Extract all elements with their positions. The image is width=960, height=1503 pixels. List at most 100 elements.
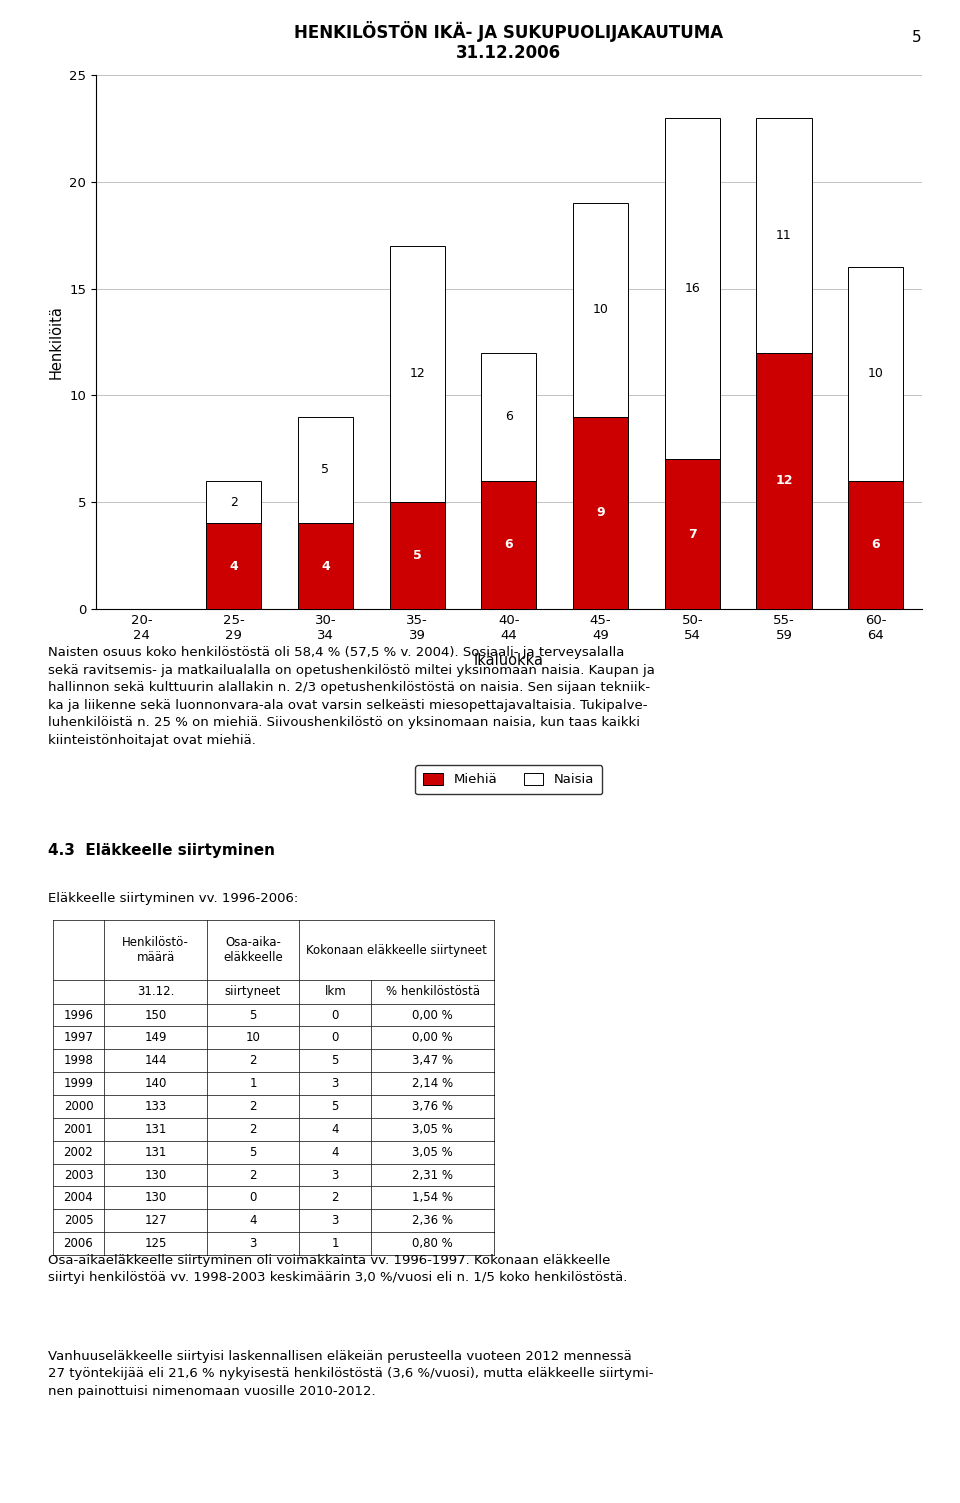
Text: 3: 3: [331, 1168, 339, 1181]
Bar: [756, 117, 811, 353]
Text: 3: 3: [331, 1214, 339, 1228]
Text: 140: 140: [144, 1078, 167, 1090]
Text: 9: 9: [596, 507, 605, 519]
Text: 31.12.: 31.12.: [137, 986, 174, 998]
Text: 130: 130: [144, 1168, 167, 1181]
Text: 7: 7: [688, 528, 697, 541]
Text: 2: 2: [250, 1168, 257, 1181]
Bar: [664, 117, 720, 460]
Text: 0: 0: [331, 1031, 339, 1045]
Text: 2001: 2001: [63, 1123, 93, 1136]
Text: 150: 150: [144, 1009, 167, 1022]
Text: 10: 10: [592, 304, 609, 317]
Title: HENKILÖSTÖN IKÄ- JA SUKUPUOLIJAKAUTUMA
31.12.2006: HENKILÖSTÖN IKÄ- JA SUKUPUOLIJAKAUTUMA 3…: [294, 21, 724, 63]
Text: 133: 133: [144, 1100, 167, 1112]
Text: siirtyneet: siirtyneet: [225, 986, 281, 998]
Bar: [206, 523, 261, 609]
Bar: [298, 416, 353, 523]
Text: 12: 12: [776, 473, 793, 487]
Text: Naisten osuus koko henkilöstöstä oli 58,4 % (57,5 % v. 2004). Sosiaali- ja terve: Naisten osuus koko henkilöstöstä oli 58,…: [48, 646, 655, 747]
Text: 5: 5: [331, 1100, 339, 1112]
Text: 6: 6: [505, 538, 513, 552]
Bar: [481, 481, 537, 609]
Text: 5: 5: [250, 1009, 256, 1022]
Bar: [298, 523, 353, 609]
Text: Eläkkeelle siirtyminen vv. 1996-2006:: Eläkkeelle siirtyminen vv. 1996-2006:: [48, 891, 299, 905]
Bar: [573, 203, 628, 416]
Text: 1996: 1996: [63, 1009, 93, 1022]
X-axis label: Ikäluokka: Ikäluokka: [474, 652, 543, 667]
Text: 10: 10: [868, 367, 883, 380]
Text: 6: 6: [872, 538, 880, 552]
Text: 0,80 %: 0,80 %: [413, 1237, 453, 1250]
Y-axis label: Henkilöitä: Henkilöitä: [49, 305, 63, 379]
Text: 1999: 1999: [63, 1078, 93, 1090]
Bar: [390, 502, 444, 609]
Legend: Miehiä, Naisia: Miehiä, Naisia: [416, 765, 602, 794]
Bar: [481, 353, 537, 481]
Text: 127: 127: [144, 1214, 167, 1228]
Text: 10: 10: [246, 1031, 260, 1045]
Text: 1997: 1997: [63, 1031, 93, 1045]
Text: 4: 4: [321, 559, 329, 573]
Text: 5: 5: [413, 549, 421, 562]
Text: 12: 12: [409, 367, 425, 380]
Text: Osa-aikaeläkkeelle siirtyminen oli voimakkainta vv. 1996-1997. Kokonaan eläkkeel: Osa-aikaeläkkeelle siirtyminen oli voima…: [48, 1254, 628, 1284]
Bar: [573, 416, 628, 609]
Text: 4: 4: [331, 1145, 339, 1159]
Text: 4: 4: [250, 1214, 257, 1228]
Text: 2: 2: [250, 1123, 257, 1136]
Text: 2006: 2006: [63, 1237, 93, 1250]
Text: 3: 3: [331, 1078, 339, 1090]
Text: 1,54 %: 1,54 %: [413, 1192, 453, 1204]
Bar: [756, 353, 811, 609]
Text: 1998: 1998: [63, 1054, 93, 1067]
Text: 6: 6: [505, 410, 513, 424]
Text: Kokonaan eläkkeelle siirtyneet: Kokonaan eläkkeelle siirtyneet: [306, 944, 488, 956]
Text: 149: 149: [144, 1031, 167, 1045]
Text: 5: 5: [331, 1054, 339, 1067]
Text: 2: 2: [229, 496, 237, 508]
Bar: [849, 481, 903, 609]
Text: 2003: 2003: [63, 1168, 93, 1181]
Text: 5: 5: [322, 463, 329, 476]
Text: 2: 2: [250, 1054, 257, 1067]
Text: 11: 11: [776, 228, 792, 242]
Text: 3,05 %: 3,05 %: [413, 1145, 453, 1159]
Text: 0: 0: [331, 1009, 339, 1022]
Text: 130: 130: [144, 1192, 167, 1204]
Text: 125: 125: [144, 1237, 167, 1250]
Text: 2,31 %: 2,31 %: [413, 1168, 453, 1181]
Text: 2002: 2002: [63, 1145, 93, 1159]
Text: 4.3  Eläkkeelle siirtyminen: 4.3 Eläkkeelle siirtyminen: [48, 843, 275, 858]
Text: lkm: lkm: [324, 986, 347, 998]
Text: 3,05 %: 3,05 %: [413, 1123, 453, 1136]
Text: 2004: 2004: [63, 1192, 93, 1204]
Bar: [849, 268, 903, 481]
Text: 5: 5: [912, 30, 922, 45]
Text: 3: 3: [250, 1237, 256, 1250]
Bar: [664, 460, 720, 609]
Text: 4: 4: [331, 1123, 339, 1136]
Text: 2005: 2005: [63, 1214, 93, 1228]
Text: 0,00 %: 0,00 %: [413, 1009, 453, 1022]
Text: Vanhuuseläkkeelle siirtyisi laskennallisen eläkeiän perusteella vuoteen 2012 men: Vanhuuseläkkeelle siirtyisi laskennallis…: [48, 1350, 654, 1398]
Text: 131: 131: [144, 1123, 167, 1136]
Text: 3,76 %: 3,76 %: [413, 1100, 453, 1112]
Text: 1: 1: [331, 1237, 339, 1250]
Bar: [390, 246, 444, 502]
Text: % henkilöstöstä: % henkilöstöstä: [386, 986, 480, 998]
Text: 16: 16: [684, 283, 700, 295]
Text: 2,14 %: 2,14 %: [412, 1078, 453, 1090]
Text: Osa-aika-
eläkkeelle: Osa-aika- eläkkeelle: [224, 936, 283, 963]
Text: 2: 2: [250, 1100, 257, 1112]
Text: 0,00 %: 0,00 %: [413, 1031, 453, 1045]
Text: 2,36 %: 2,36 %: [413, 1214, 453, 1228]
Bar: [206, 481, 261, 523]
Text: 1: 1: [250, 1078, 257, 1090]
Text: 5: 5: [250, 1145, 256, 1159]
Text: 2: 2: [331, 1192, 339, 1204]
Text: 131: 131: [144, 1145, 167, 1159]
Text: 0: 0: [250, 1192, 256, 1204]
Text: 144: 144: [144, 1054, 167, 1067]
